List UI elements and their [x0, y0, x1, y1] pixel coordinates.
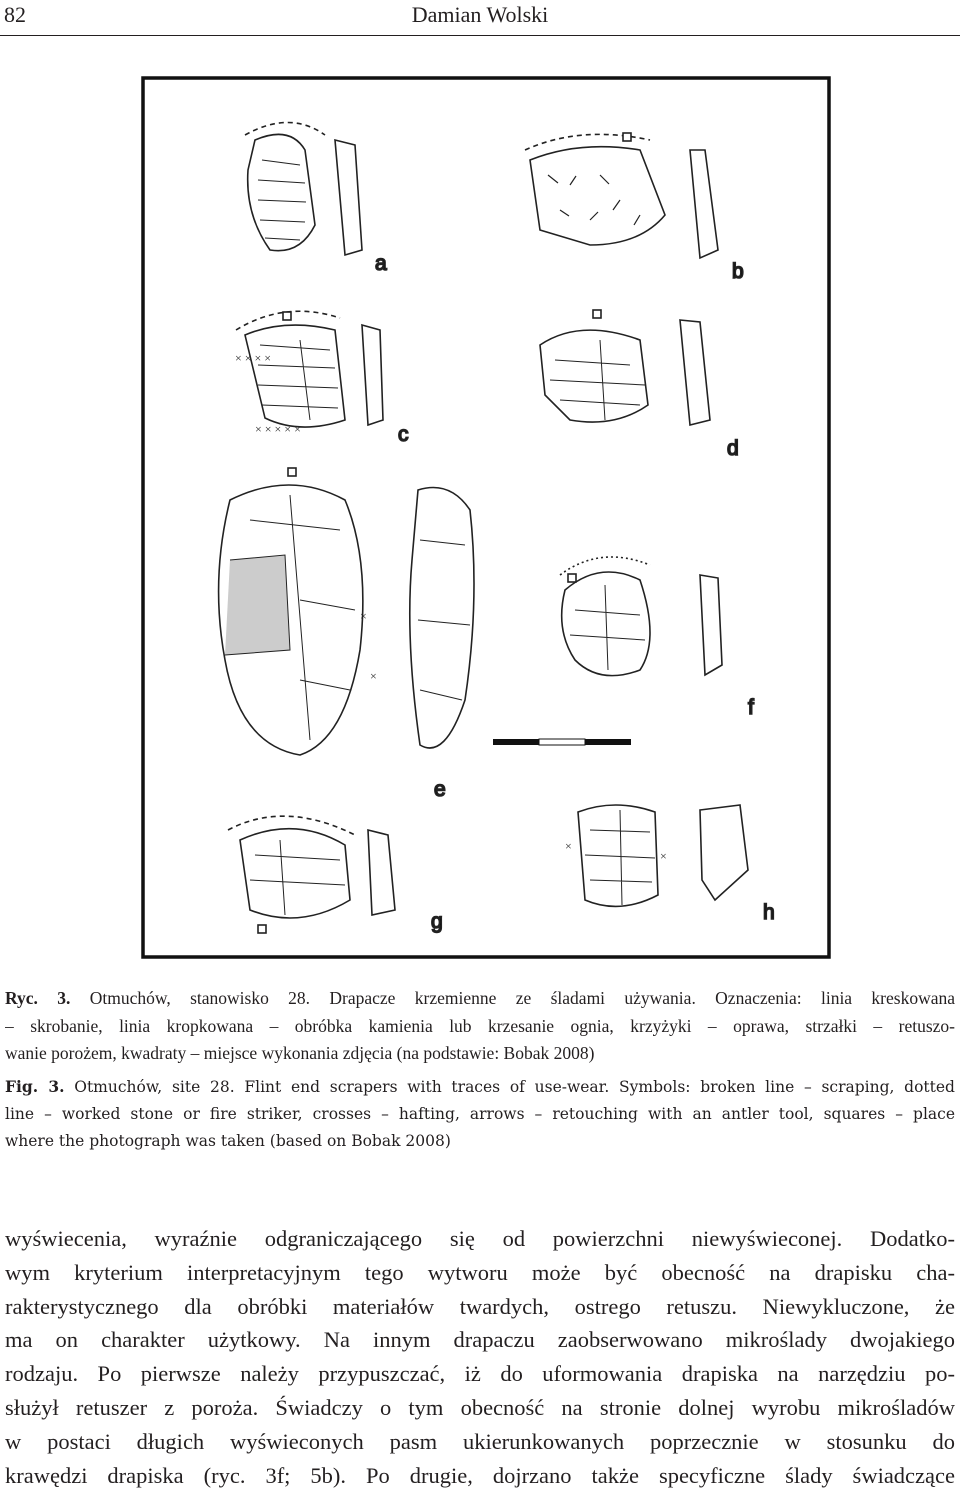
body-line: ma on charakter użytkowy. Na innym drapa… [5, 1327, 955, 1353]
artifact-e: × × [217, 467, 475, 756]
figure-label: d [727, 437, 739, 460]
scale-bar [493, 738, 631, 746]
caption-line: Ryc. 3. Otmuchów, stanowisko 28. Drapacz… [5, 985, 955, 1013]
body-line: służył retuszer z poroża. Świadczy o tym… [5, 1394, 955, 1420]
body-line: wym kryterium interpretacyjnym tego wytw… [5, 1259, 955, 1285]
artifact-d [539, 309, 711, 427]
artifact-b [524, 132, 719, 260]
figure-label: f [748, 696, 754, 719]
body-line: rodzaju. Po pierwsze należy przypuszczać… [5, 1361, 955, 1387]
body-line: wyświecenia, wyraźnie odgraniczającego s… [5, 1226, 955, 1251]
svg-text:×: × [660, 849, 667, 863]
caption-line: – skrobanie, linia kropkowana – obróbka … [5, 1015, 955, 1036]
caption-label: Fig. 3. [5, 1077, 65, 1096]
body-line: krawędzi drapiska (ryc. 3f; 5b). Po drug… [5, 1462, 955, 1488]
body-line: rakterystycznego dla obróbki materiałów … [5, 1293, 955, 1319]
artifact-f [559, 556, 723, 677]
page-number: 82 [4, 2, 26, 27]
figure-label: c [398, 423, 409, 446]
body-text: wyświecenia, wyraźnie odgraniczającego s… [5, 1222, 955, 1492]
svg-text:×: × [370, 669, 377, 683]
body-line: w postaci długich wyświeconych pasm ukie… [5, 1428, 955, 1454]
svg-text:× × × × ×: × × × × × [255, 422, 301, 436]
svg-text:×: × [565, 839, 572, 853]
caption-text: Otmuchów, stanowisko 28. Drapacze krzemi… [70, 988, 955, 1008]
caption-pl: Ryc. 3. Otmuchów, stanowisko 28. Drapacz… [5, 985, 955, 1068]
caption-label: Ryc. 3. [5, 988, 71, 1008]
figure-label: e [434, 778, 446, 801]
svg-text:×: × [360, 609, 367, 623]
caption-en: Fig. 3. Otmuchów, site 28. Flint end scr… [5, 1073, 955, 1156]
caption-text: Otmuchów, site 28. Flint end scrapers wi… [64, 1078, 955, 1096]
svg-text:× × × ×: × × × × [235, 351, 271, 365]
artifact-g [227, 815, 396, 934]
caption-line: where the photograph was taken (based on… [5, 1132, 451, 1151]
caption-line: line – worked stone or fire striker, cro… [5, 1104, 955, 1123]
artifact-c: × × × × × × × × × [235, 310, 384, 436]
running-head: Damian Wolski [411, 2, 549, 27]
figure-label: a [375, 252, 387, 275]
artifact-a [244, 121, 363, 257]
caption-line: Fig. 3. Otmuchów, site 28. Flint end scr… [5, 1073, 955, 1101]
figure-label: g [431, 910, 443, 933]
figure-frame [141, 76, 831, 959]
caption-line: wanie porożem, kwadraty – miejsce wykona… [5, 1043, 595, 1064]
figure-label: h [763, 901, 775, 924]
artifact-h: × × [565, 804, 749, 908]
figure-label: b [732, 260, 744, 283]
figure: × × × × × × × × × × × [141, 76, 831, 959]
header-rule [0, 35, 960, 36]
